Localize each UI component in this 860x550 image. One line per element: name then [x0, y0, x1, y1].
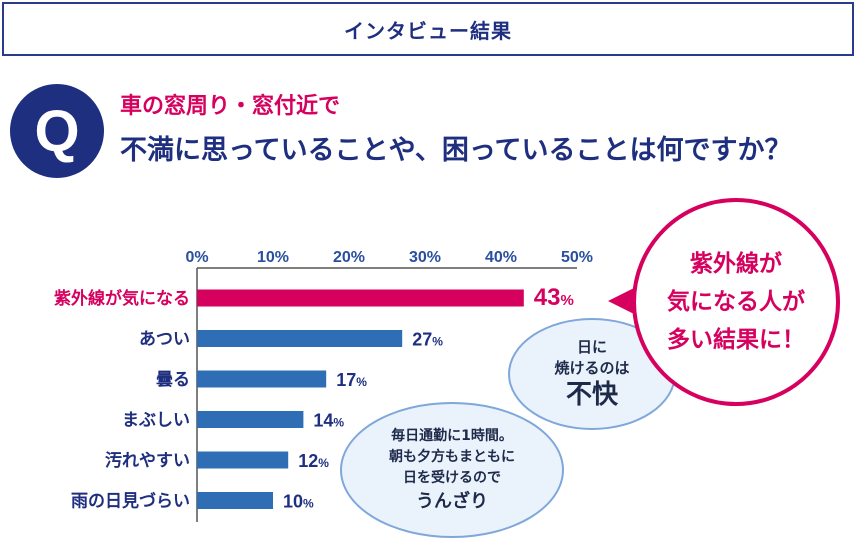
category-label: 曇る	[156, 370, 190, 390]
category-label: 雨の日見づらい	[71, 492, 190, 512]
question-badge: Q	[10, 84, 104, 178]
category-label: まぶしい	[122, 411, 190, 431]
value-label: 14%	[313, 411, 344, 431]
bubble1-emphasis: 不快	[565, 380, 618, 410]
bar	[197, 289, 524, 307]
bubble2-line1: 毎日通勤に1時間。	[391, 427, 513, 444]
x-tick-label: 0%	[185, 249, 208, 266]
value-label: 27%	[412, 330, 443, 350]
x-tick-label: 20%	[333, 249, 365, 266]
bubble2-emphasis: うんざり	[416, 490, 488, 512]
bar	[197, 411, 304, 428]
value-label: 17%	[336, 370, 367, 390]
x-tick-label: 40%	[485, 249, 517, 266]
category-label: 汚れやすい	[105, 450, 190, 471]
category-label: 紫外線が気になる	[54, 288, 190, 309]
value-label: 10%	[283, 492, 314, 512]
callout-line-1: 紫外線が	[690, 251, 782, 277]
bubble1-line2: 焼けるのは	[554, 359, 630, 377]
bar	[197, 370, 327, 388]
question-line-2: 不満に思っていることや、困っていることは何ですか？	[120, 135, 792, 166]
category-label: あつい	[139, 330, 190, 350]
bar	[197, 451, 289, 469]
bar	[197, 330, 403, 347]
x-tick-label: 10%	[257, 249, 289, 266]
bubble2-line3: 日を受けるので	[403, 469, 501, 486]
value-label: 12%	[298, 451, 329, 471]
summary-callout: 紫外線が 気になる人が 多い結果に！	[632, 198, 840, 406]
x-tick-label: 50%	[561, 249, 593, 266]
header-title: インタビュー結果	[2, 2, 854, 56]
bubble2-line2: 朝も夕方もまともに	[389, 448, 515, 465]
callout-line-2: 気になる人が	[667, 289, 805, 315]
bubble1-line1: 日に	[576, 338, 607, 356]
x-tick-label: 30%	[409, 249, 441, 266]
comment-bubble-2: 毎日通勤に1時間。 朝も夕方もまともに 日を受けるので うんざり	[340, 402, 564, 538]
question-line-1: 車の窓周り・窓付近で	[120, 94, 341, 119]
callout-line-3: 多い結果に！	[667, 327, 805, 353]
bar	[197, 492, 273, 509]
value-label: 43%	[534, 284, 574, 311]
callout-pointer	[608, 288, 634, 314]
